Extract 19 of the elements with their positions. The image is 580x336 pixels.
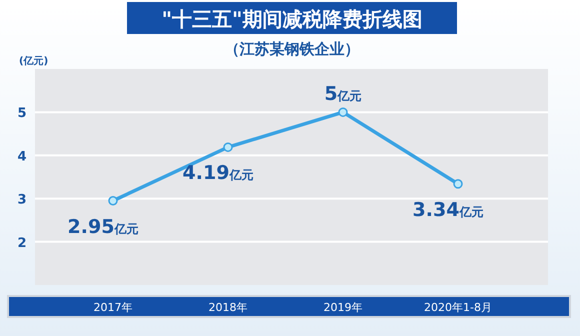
data-label: 5亿元 bbox=[324, 83, 362, 106]
data-label: 3.34亿元 bbox=[412, 198, 484, 221]
point bbox=[108, 196, 118, 206]
chart-subtitle: （江苏某钢铁企业） bbox=[224, 40, 360, 58]
y-tick-label: 3 bbox=[17, 192, 27, 208]
x-tick-label: 2020年1-8月 bbox=[424, 301, 492, 314]
x-tick-label: 2019年 bbox=[324, 301, 362, 314]
data-label: 2.95亿元 bbox=[68, 216, 138, 238]
data-label: 4.19亿元 bbox=[182, 162, 254, 184]
y-tick-label: 4 bbox=[17, 149, 27, 164]
chart-title: "十三五"期间减税降费折线图 bbox=[162, 7, 422, 31]
x-tick-label: 2017年 bbox=[94, 301, 132, 314]
point bbox=[453, 179, 463, 189]
point bbox=[223, 142, 233, 152]
y-axis-title: (亿元) bbox=[19, 55, 48, 67]
point bbox=[338, 107, 348, 117]
y-tick-label: 5 bbox=[17, 106, 27, 122]
x-tick-label: 2018年 bbox=[208, 301, 248, 314]
y-tick-label: 2 bbox=[17, 236, 27, 251]
